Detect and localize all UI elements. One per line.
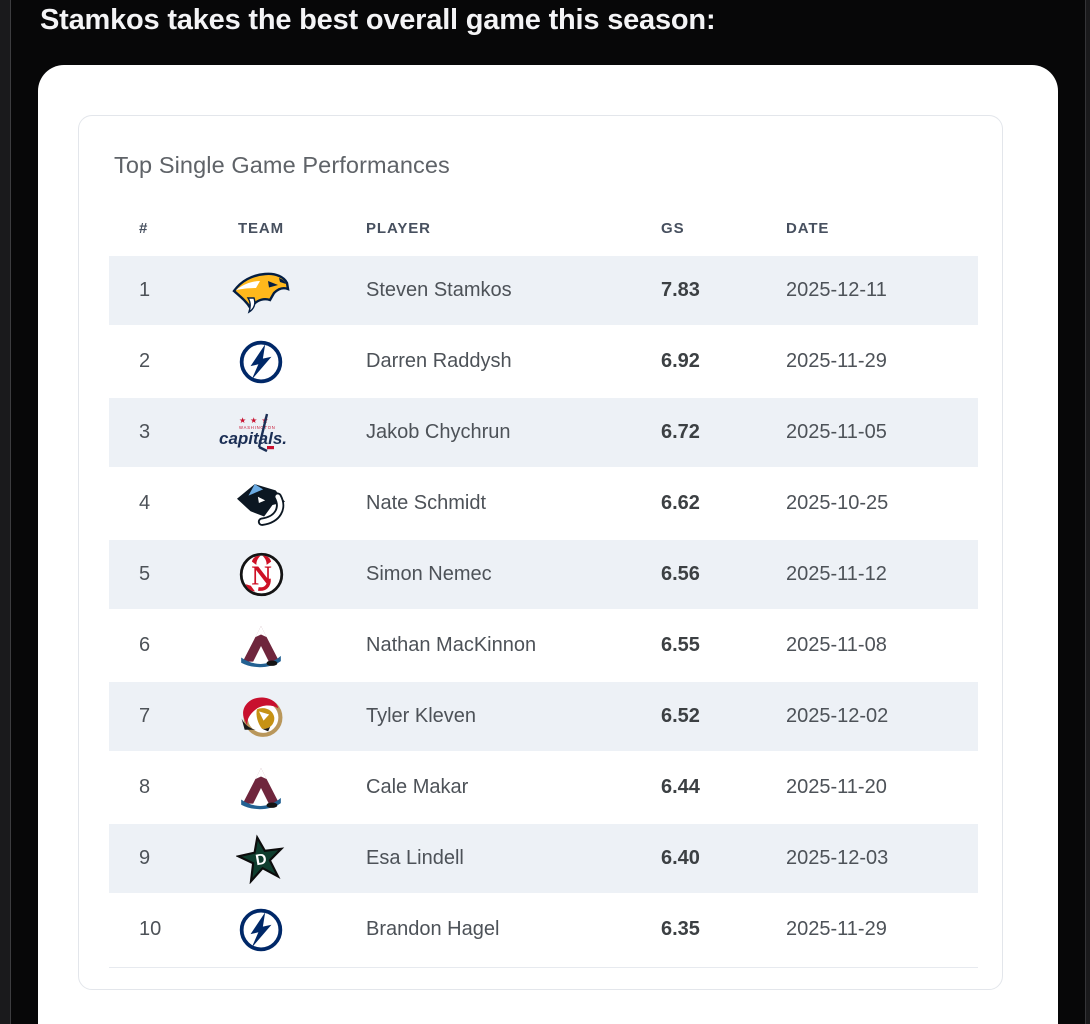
date-cell: 2025-11-05 xyxy=(786,421,887,443)
date-cell: 2025-12-11 xyxy=(786,279,887,301)
left-edge-divider xyxy=(10,0,11,1024)
col-header-team: TEAM xyxy=(237,219,285,237)
utah-mammoth-logo xyxy=(206,480,316,528)
gs-cell: 7.83 xyxy=(661,279,700,301)
gs-cell: 6.72 xyxy=(661,421,700,443)
rank-cell: 4 xyxy=(139,492,151,514)
ottawa-senators-logo xyxy=(206,693,316,740)
player-cell: Cale Makar xyxy=(366,776,469,798)
tampa-bay-lightning-logo xyxy=(206,339,316,385)
washington-capitals-logo: ★★★ WASHINGTON capitals. xyxy=(206,411,316,455)
date-cell: 2025-12-03 xyxy=(786,847,889,869)
right-edge-divider xyxy=(1085,0,1086,1024)
stats-card: Top Single Game Performances # TEAM PLAY… xyxy=(78,115,1003,990)
svg-text:D: D xyxy=(254,850,268,869)
player-cell: Nate Schmidt xyxy=(366,492,487,514)
card-title: Top Single Game Performances xyxy=(114,152,450,178)
table-row: 5 N Simon Nemec 6.56 2025-11-12 xyxy=(109,540,978,609)
gs-cell: 6.44 xyxy=(661,776,700,798)
svg-text:★★★: ★★★ xyxy=(239,416,273,425)
gs-cell: 6.62 xyxy=(661,492,700,514)
gs-cell: 6.92 xyxy=(661,350,700,372)
col-header-gs: GS xyxy=(661,219,685,237)
post-card: Top Single Game Performances # TEAM PLAY… xyxy=(38,65,1058,1024)
player-cell: Esa Lindell xyxy=(366,847,464,869)
date-cell: 2025-11-29 xyxy=(786,918,887,940)
table-row: 7 Tyler Kleven 6.52 2025-12-02 xyxy=(109,682,978,751)
table-body: 1 Steven Stamkos 7.83 2025-12-11 2 Darre… xyxy=(109,256,978,964)
rank-cell: 5 xyxy=(139,563,151,585)
gs-cell: 6.40 xyxy=(661,847,700,869)
svg-text:capitals.: capitals. xyxy=(219,429,287,448)
colorado-avalanche-logo xyxy=(206,765,316,811)
table-header-row: # TEAM PLAYER GS DATE xyxy=(109,206,978,250)
new-jersey-devils-logo: N xyxy=(206,551,316,598)
rank-cell: 6 xyxy=(139,634,151,656)
gs-cell: 6.35 xyxy=(661,918,700,940)
player-cell: Jakob Chychrun xyxy=(366,421,511,443)
table-row: 10 Brandon Hagel 6.35 2025-11-29 xyxy=(109,895,978,964)
col-header-player: PLAYER xyxy=(366,219,431,237)
player-cell: Tyler Kleven xyxy=(366,705,477,727)
right-edge-strip xyxy=(1086,0,1090,1024)
col-header-rank: # xyxy=(139,219,149,237)
date-cell: 2025-11-20 xyxy=(786,776,887,798)
svg-text:WASHINGTON: WASHINGTON xyxy=(239,425,276,430)
rank-cell: 9 xyxy=(139,847,151,869)
table-row: 9 D Esa Lindell 6.40 2025-12-03 xyxy=(109,824,978,893)
rank-cell: 3 xyxy=(139,421,151,443)
date-cell: 2025-12-02 xyxy=(786,705,889,727)
post-headline: Stamkos takes the best overall game this… xyxy=(40,4,716,36)
nashville-predators-logo xyxy=(206,268,316,314)
date-cell: 2025-10-25 xyxy=(786,492,889,514)
gs-cell: 6.56 xyxy=(661,563,700,585)
player-cell: Simon Nemec xyxy=(366,563,492,585)
date-cell: 2025-11-12 xyxy=(786,563,887,585)
table-row: 3 ★★★ WASHINGTON capitals. Jakob Chychru… xyxy=(109,398,978,467)
left-edge-strip xyxy=(0,0,10,1024)
rank-cell: 7 xyxy=(139,705,151,727)
rank-cell: 2 xyxy=(139,350,151,372)
player-cell: Steven Stamkos xyxy=(366,279,512,301)
rank-cell: 8 xyxy=(139,776,151,798)
table-row: 2 Darren Raddysh 6.92 2025-11-29 xyxy=(109,327,978,396)
table-row: 8 Cale Makar 6.44 2025-11-20 xyxy=(109,753,978,822)
table-row: 4 Nate Schmidt 6.62 2025-10-25 xyxy=(109,469,978,538)
rank-cell: 1 xyxy=(139,279,151,301)
table-row: 6 Nathan MacKinnon 6.55 2025-11-08 xyxy=(109,611,978,680)
date-cell: 2025-11-08 xyxy=(786,634,887,656)
player-cell: Brandon Hagel xyxy=(366,918,500,940)
table-end-divider xyxy=(109,967,978,968)
performance-table: # TEAM PLAYER GS DATE 1 Steven Stamkos 7… xyxy=(109,206,978,968)
colorado-avalanche-logo xyxy=(206,623,316,669)
gs-cell: 6.55 xyxy=(661,634,700,656)
tampa-bay-lightning-logo xyxy=(206,907,316,953)
player-cell: Nathan MacKinnon xyxy=(366,634,537,656)
gs-cell: 6.52 xyxy=(661,705,700,727)
table-row: 1 Steven Stamkos 7.83 2025-12-11 xyxy=(109,256,978,325)
col-header-date: DATE xyxy=(786,219,830,237)
rank-cell: 10 xyxy=(139,918,162,940)
dallas-stars-logo: D xyxy=(206,833,316,884)
date-cell: 2025-11-29 xyxy=(786,350,887,372)
player-cell: Darren Raddysh xyxy=(366,350,512,372)
